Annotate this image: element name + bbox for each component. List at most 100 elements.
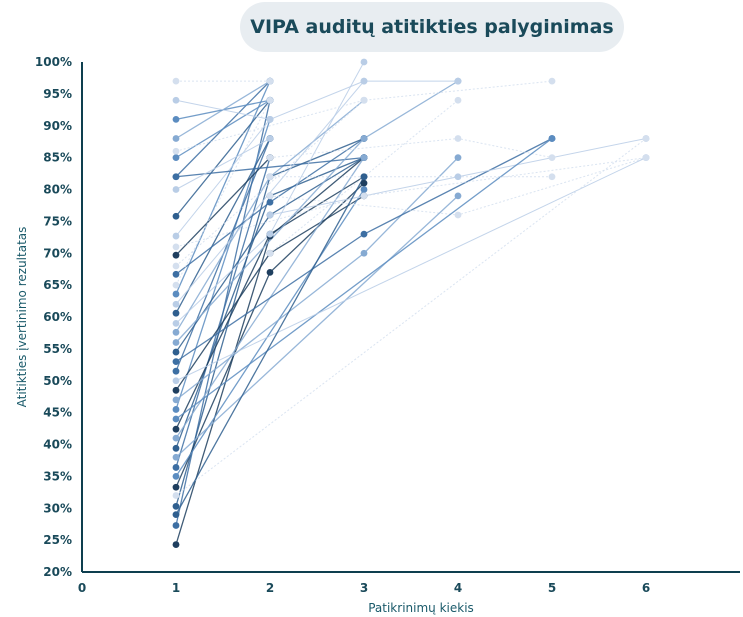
series-point	[266, 198, 274, 206]
series-point	[172, 290, 180, 298]
series-point	[454, 96, 462, 104]
chart-title-pill: VIPA auditų atitikties palyginimas	[240, 2, 624, 52]
series-point	[172, 348, 180, 356]
series-line	[175, 156, 365, 178]
series-point	[454, 211, 462, 219]
series-point	[360, 96, 368, 104]
series-line	[175, 137, 553, 420]
series-point	[266, 268, 274, 276]
series-point	[266, 135, 274, 142]
series-point	[360, 154, 368, 162]
series-point	[172, 483, 180, 491]
series-line	[175, 157, 271, 468]
series-point	[360, 58, 368, 66]
y-tick-label: 80%	[43, 183, 72, 197]
series-point	[172, 492, 180, 499]
series-point	[266, 77, 274, 85]
series-point	[172, 453, 180, 461]
x-tick-label: 6	[642, 581, 650, 595]
series-line	[175, 157, 647, 382]
y-tick-label: 25%	[43, 533, 72, 547]
series-line	[269, 137, 553, 159]
y-tick-label: 75%	[43, 214, 72, 228]
series-point	[172, 541, 180, 548]
series-point	[172, 232, 180, 240]
series-point	[172, 502, 180, 510]
series-point	[454, 135, 462, 142]
series-line	[175, 138, 271, 314]
series-point	[360, 186, 368, 193]
series-line	[175, 157, 271, 256]
series-point	[642, 135, 650, 142]
series-line	[175, 100, 271, 286]
series-point	[172, 243, 180, 251]
series-point	[172, 358, 180, 366]
x-tick-label: 4	[454, 581, 462, 595]
series-point	[266, 115, 274, 123]
x-tick-label: 0	[78, 581, 86, 595]
y-tick-label: 90%	[43, 119, 72, 133]
series-point	[172, 96, 180, 104]
y-tick-label: 60%	[43, 310, 72, 324]
y-tick-label: 65%	[43, 278, 72, 292]
series-point	[360, 230, 368, 238]
series-lines-group	[175, 61, 647, 545]
series-line	[175, 80, 458, 305]
series-point	[360, 249, 368, 257]
series-line	[175, 99, 365, 152]
series-point	[172, 406, 180, 413]
series-point	[172, 444, 180, 452]
series-point	[172, 281, 180, 289]
series-point	[172, 212, 180, 220]
x-tick-label: 5	[548, 581, 556, 595]
series-line	[175, 195, 459, 458]
series-point	[266, 211, 274, 219]
series-points-group	[172, 58, 650, 548]
series-point	[172, 472, 180, 480]
series-point	[172, 173, 180, 181]
series-point	[454, 173, 462, 181]
series-point	[548, 135, 556, 142]
series-point	[172, 251, 180, 259]
y-tick-label: 95%	[43, 87, 72, 101]
series-point	[266, 249, 274, 257]
series-point	[266, 173, 274, 181]
series-point	[172, 115, 180, 123]
series-point	[172, 309, 180, 317]
series-line	[175, 80, 553, 267]
x-tick-label: 3	[360, 581, 368, 595]
y-tick-label: 70%	[43, 246, 72, 260]
series-point	[360, 77, 368, 85]
y-tick-label: 55%	[43, 342, 72, 356]
series-point	[172, 434, 180, 442]
y-tick-label: 45%	[43, 406, 72, 420]
series-point	[172, 367, 180, 375]
series-point	[172, 135, 180, 142]
series-point	[172, 522, 180, 529]
axes-group	[81, 62, 740, 573]
series-point	[172, 377, 180, 385]
series-point	[172, 425, 180, 433]
series-point	[548, 173, 556, 181]
series-point	[172, 147, 180, 155]
series-point	[172, 328, 180, 336]
series-line	[175, 157, 647, 248]
series-line	[175, 99, 271, 159]
series-point	[172, 415, 180, 423]
series-point	[642, 154, 650, 162]
series-point	[172, 270, 180, 278]
series-point	[454, 192, 462, 200]
series-line	[175, 138, 271, 190]
series-point	[266, 154, 274, 162]
series-point	[360, 192, 368, 200]
series-point	[172, 154, 180, 162]
y-tick-label: 40%	[43, 438, 72, 452]
series-point	[172, 319, 180, 327]
series-point	[266, 230, 274, 238]
y-tick-label: 30%	[43, 501, 72, 515]
series-point	[172, 386, 180, 394]
y-tick-label: 85%	[43, 151, 72, 165]
series-point	[266, 96, 274, 104]
